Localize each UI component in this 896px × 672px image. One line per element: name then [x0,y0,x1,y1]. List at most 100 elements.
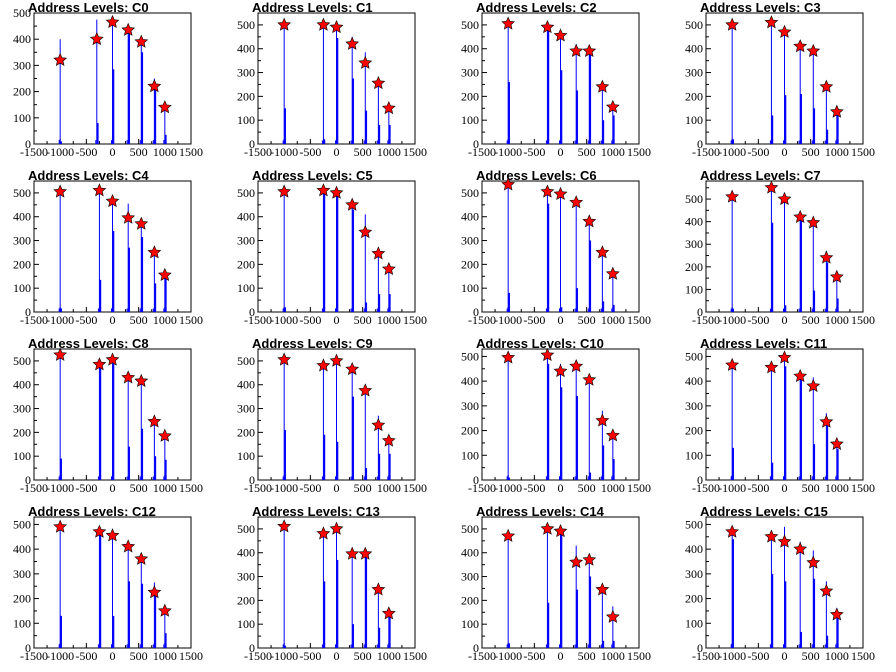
y-tick-label: 0 [473,641,479,655]
star-marker [725,17,740,31]
x-tick-label: 1000 [153,145,177,159]
star-marker [89,31,104,46]
x-tick-label: -500 [75,481,97,495]
chart-svg: Address Levels: C90100200300400500-1500-… [237,336,427,495]
star-marker [829,436,844,451]
star-marker [53,347,68,361]
star-marker [316,17,331,31]
star-marker [819,79,834,93]
star-marker [277,352,292,366]
y-tick-label: 200 [237,425,255,439]
star-marker [725,189,740,203]
x-tick-label: 1000 [377,145,401,159]
star-marker [605,266,620,280]
y-tick-label: 500 [13,517,31,531]
x-tick-label: -500 [523,313,545,327]
y-tick-label: 100 [13,449,31,463]
y-tick-label: 500 [13,186,31,200]
x-tick-label: 500 [130,649,148,663]
star-marker [819,583,834,598]
x-tick-label: 1000 [601,145,625,159]
star-marker [329,185,344,199]
y-tick-label: 500 [461,522,479,536]
x-tick-label: 500 [802,649,820,663]
x-tick-label: 500 [802,481,820,495]
y-tick-label: 500 [685,192,703,206]
x-tick-label: -500 [747,481,769,495]
chart-title: Address Levels: C14 [476,504,605,519]
star-marker [316,358,331,372]
chart-title: Address Levels: C0 [28,0,149,15]
star-marker [819,414,834,428]
star-marker [793,368,808,383]
x-tick-label: 1000 [153,313,177,327]
star-marker [806,43,821,57]
star-marker [105,528,120,542]
y-tick-label: 500 [461,18,479,32]
x-tick-label: -1500 [244,145,272,159]
y-tick-label: 300 [461,570,479,584]
y-tick-label: 0 [25,305,31,319]
x-tick-label: 500 [578,481,596,495]
y-tick-label: 200 [237,593,255,607]
star-marker [582,214,597,228]
x-tick-label: -1500 [244,649,272,663]
chart-panel: Address Levels: C2 0 100 200 300 400 500 -1500-… [448,0,672,168]
chart-svg: Address Levels: C30100200300400500-1500-… [685,0,875,159]
y-tick-label: 200 [461,89,479,103]
x-tick-label: 1500 [403,313,427,327]
y-tick-label: 0 [249,137,255,151]
y-tick-label: 100 [461,113,479,127]
star-marker [605,99,620,113]
x-tick-label: 1500 [627,313,651,327]
y-tick-label: 0 [697,305,703,319]
x-tick-label: 1500 [403,145,427,159]
chart-svg: Address Levels: C10100200300400500-1500-… [237,0,427,159]
chart-panel: Address Levels: C13 0 100 200 300 400 500 -1500… [224,504,448,672]
x-tick-label: -1500 [20,313,48,327]
y-tick-label: 300 [461,234,479,248]
chart-panel: Address Levels: C6 0 100 200 300 400 500 -1500-… [448,168,672,336]
star-marker [316,183,331,197]
x-tick-label: 1000 [153,649,177,663]
star-marker [540,347,555,362]
star-marker [358,55,373,69]
star-marker [764,15,779,29]
chart-title: Address Levels: C9 [252,336,373,351]
x-tick-label: -500 [523,649,545,663]
star-marker [829,607,844,621]
y-tick-label: 300 [13,58,31,72]
x-tick-label: -500 [75,649,97,663]
star-marker [595,413,610,427]
x-tick-label: 0 [334,481,340,495]
chart-svg: Address Levels: C10 0 100 200 300 400 500 -1500… [461,336,651,495]
x-tick-label: 0 [334,145,340,159]
x-tick-label: -1500 [468,313,496,327]
y-tick-label: 0 [697,137,703,151]
chart-title: Address Levels: C5 [252,168,373,183]
x-tick-label: -500 [75,313,97,327]
y-tick-label: 400 [461,374,479,388]
star-marker [777,24,792,38]
star-marker [553,363,568,378]
x-tick-label: -500 [747,145,769,159]
x-tick-label: 500 [130,481,148,495]
x-tick-label: -1000 [718,145,746,159]
y-tick-label: 400 [237,210,255,224]
y-tick-label: 0 [697,641,703,655]
star-marker [345,546,360,560]
x-tick-label: 1500 [851,313,875,327]
y-tick-label: 200 [13,257,31,271]
x-tick-label: 1000 [825,481,849,495]
star-marker [345,361,360,376]
y-tick-label: 500 [461,349,479,363]
x-tick-label: 1000 [825,145,849,159]
star-marker [381,606,396,620]
chart-svg: Address Levels: C11 0 100 200 300 400 500 -1500… [685,336,875,495]
y-tick-label: 100 [685,282,703,296]
star-marker [345,36,360,50]
y-tick-label: 200 [13,592,31,606]
star-marker [829,104,844,118]
y-tick-label: 0 [25,473,31,487]
y-tick-label: 0 [473,305,479,319]
